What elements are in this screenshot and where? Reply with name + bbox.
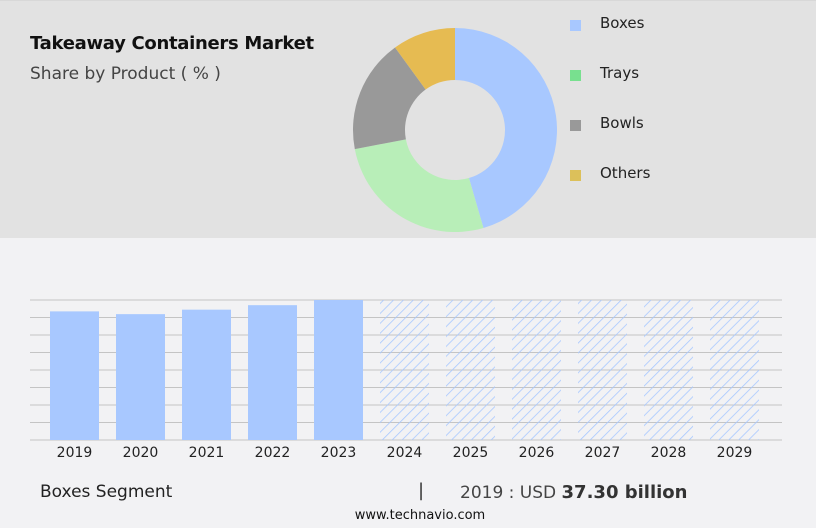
legend-item-boxes: Boxes	[570, 13, 730, 37]
footer-separator: |	[418, 480, 425, 501]
chart-title: Takeaway Containers Market	[30, 33, 314, 54]
legend-swatch-others	[570, 170, 581, 181]
x-tick-label: 2024	[386, 445, 423, 461]
legend-label: Boxes	[600, 14, 645, 32]
legend-label: Bowls	[600, 114, 644, 132]
x-tick-label: 2026	[518, 445, 555, 461]
x-tick-label: 2021	[188, 445, 225, 461]
donut-slice-trays	[354, 139, 484, 232]
legend-item-bowls: Bowls	[570, 113, 730, 137]
legend-item-trays: Trays	[570, 63, 730, 87]
x-tick-label: 2019	[56, 445, 93, 461]
legend-label: Others	[600, 164, 651, 182]
bar-2022	[248, 305, 297, 440]
donut-slice-bowls	[352, 47, 426, 150]
bar-2026	[512, 300, 561, 440]
legend-swatch-trays	[570, 70, 581, 81]
bar-2029	[710, 300, 759, 440]
donut-chart	[352, 28, 558, 232]
bar-2027	[578, 300, 627, 440]
bar-2024	[380, 300, 429, 440]
bar-2028	[644, 300, 693, 440]
x-tick-label: 2027	[584, 445, 621, 461]
x-tick-label: 2025	[452, 445, 489, 461]
donut-slice-boxes	[455, 28, 558, 228]
x-tick-label: 2028	[650, 445, 687, 461]
x-tick-label: 2022	[254, 445, 291, 461]
bar-2021	[182, 309, 231, 440]
legend-label: Trays	[600, 64, 640, 82]
value-year-label: 2019 : USD	[460, 483, 562, 503]
segment-value: 2019 : USD 37.30 billion	[460, 482, 687, 503]
bar-2025	[446, 300, 495, 440]
legend-swatch-boxes	[570, 20, 581, 31]
share-panel: Takeaway Containers Market Share by Prod…	[0, 0, 816, 238]
x-tick-label: 2023	[320, 445, 357, 461]
chart-subtitle: Share by Product ( % )	[30, 64, 221, 84]
source-url: www.technavio.com	[354, 508, 486, 523]
donut-slice-others	[395, 28, 455, 90]
legend-item-others: Others	[570, 163, 730, 187]
legend-swatch-bowls	[570, 120, 581, 131]
x-tick-label: 2029	[716, 445, 753, 461]
bar-2019	[50, 311, 99, 440]
segment-label: Boxes Segment	[40, 482, 173, 502]
value-amount: 37.30 billion	[561, 482, 688, 503]
bar-2023	[314, 300, 363, 440]
x-tick-label: 2020	[122, 445, 159, 461]
bar-2020	[116, 314, 165, 440]
